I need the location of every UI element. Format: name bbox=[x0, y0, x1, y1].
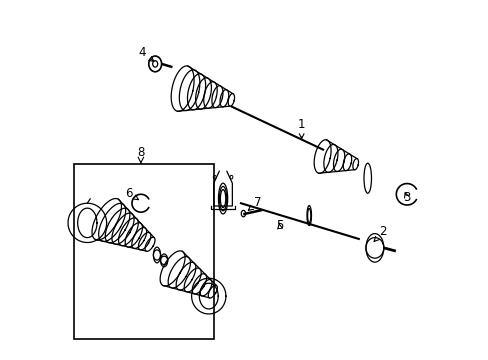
Ellipse shape bbox=[365, 234, 383, 262]
Text: 4: 4 bbox=[139, 46, 154, 62]
Bar bbox=[74, 164, 214, 339]
Text: 7: 7 bbox=[248, 197, 261, 210]
Text: 2: 2 bbox=[373, 225, 386, 242]
Ellipse shape bbox=[241, 210, 245, 217]
Text: 3: 3 bbox=[403, 192, 410, 204]
Text: 6: 6 bbox=[125, 187, 138, 200]
Text: 5: 5 bbox=[275, 219, 283, 232]
Ellipse shape bbox=[363, 163, 371, 193]
Text: 1: 1 bbox=[297, 118, 305, 139]
Ellipse shape bbox=[148, 56, 162, 72]
Text: 8: 8 bbox=[137, 146, 144, 159]
